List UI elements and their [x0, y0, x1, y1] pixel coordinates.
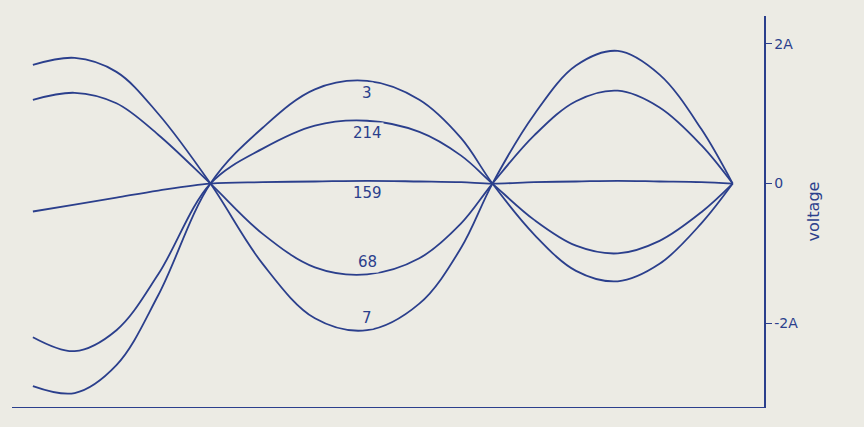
- svg-text:3: 3: [362, 84, 372, 102]
- svg-text:voltage: voltage: [804, 182, 823, 242]
- svg-text:68: 68: [358, 253, 377, 271]
- svg-text:-2A: -2A: [774, 315, 798, 331]
- svg-text:214: 214: [353, 124, 382, 142]
- svg-text:159: 159: [353, 184, 382, 202]
- svg-text:7: 7: [362, 309, 372, 327]
- svg-text:0: 0: [774, 175, 783, 191]
- svg-text:2A: 2A: [774, 36, 793, 52]
